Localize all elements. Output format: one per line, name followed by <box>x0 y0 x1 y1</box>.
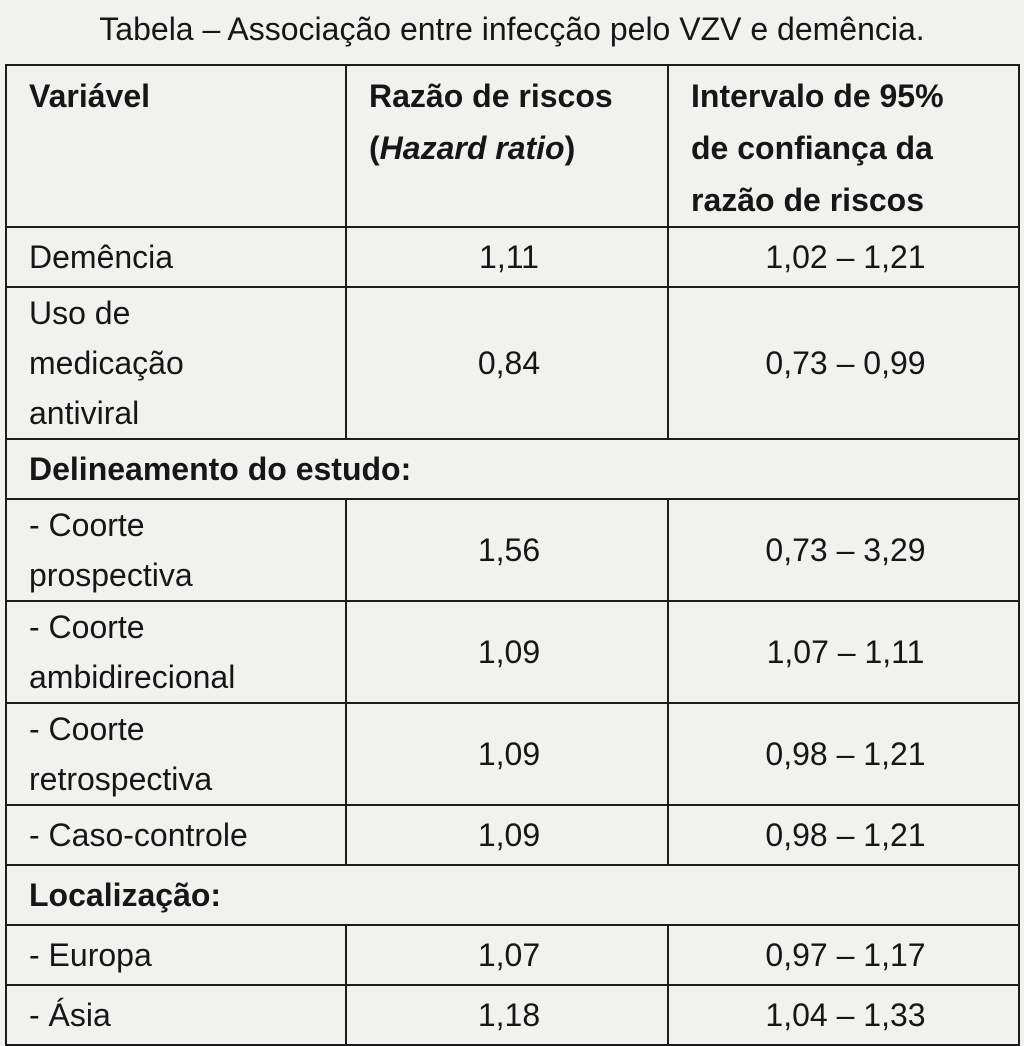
row-variable-line: medicação <box>29 345 184 381</box>
association-table: Variável Razão de riscos (Hazard ratio) … <box>5 64 1020 1046</box>
row-hazard-ratio: 1,09 <box>345 702 669 806</box>
row-variable-line: retrospectiva <box>29 761 213 797</box>
row-confidence-interval: 0,73 – 3,29 <box>667 498 1020 602</box>
row-confidence-interval: 0,73 – 0,99 <box>667 286 1020 440</box>
row-confidence-interval: 0,98 – 1,21 <box>667 702 1020 806</box>
row-variable: Demência <box>5 226 347 288</box>
row-variable-line: ambidirecional <box>29 659 236 695</box>
row-hazard-ratio: 1,09 <box>345 804 669 866</box>
header-row: Variável Razão de riscos (Hazard ratio) … <box>5 64 1020 228</box>
table-row: - Europa 1,07 0,97 – 1,17 <box>5 924 1020 986</box>
row-variable-line: - Coorte <box>29 711 145 747</box>
row-variable: - Coorte retrospectiva <box>5 702 347 806</box>
row-variable-line: prospectiva <box>29 557 193 593</box>
header-ci-line2: de confiança da <box>691 130 933 166</box>
row-confidence-interval: 1,04 – 1,33 <box>667 984 1020 1046</box>
row-hazard-ratio: 1,09 <box>345 600 669 704</box>
header-variable: Variável <box>5 64 347 228</box>
header-hr-open: ( <box>369 130 380 166</box>
row-hazard-ratio: 0,84 <box>345 286 669 440</box>
row-variable: - Ásia <box>5 984 347 1046</box>
section-label: Delineamento do estudo: <box>5 438 1020 500</box>
row-confidence-interval: 0,97 – 1,17 <box>667 924 1020 986</box>
row-variable-line: Uso de <box>29 295 131 331</box>
row-variable: - Caso-controle <box>5 804 347 866</box>
table-row: Uso de medicação antiviral 0,84 0,73 – 0… <box>5 286 1020 440</box>
row-confidence-interval: 1,02 – 1,21 <box>667 226 1020 288</box>
header-hazard-ratio: Razão de riscos (Hazard ratio) <box>345 64 669 228</box>
row-hazard-ratio: 1,11 <box>345 226 669 288</box>
header-hr-italic: Hazard ratio <box>379 130 565 166</box>
table-row: - Coorte ambidirecional 1,09 1,07 – 1,11 <box>5 600 1020 704</box>
table-title: Tabela – Associação entre infecção pelo … <box>99 11 925 47</box>
row-hazard-ratio: 1,56 <box>345 498 669 602</box>
table-row: - Coorte retrospectiva 1,09 0,98 – 1,21 <box>5 702 1020 806</box>
header-ci-line1: Intervalo de 95% <box>691 78 944 114</box>
row-confidence-interval: 0,98 – 1,21 <box>667 804 1020 866</box>
row-variable: - Coorte prospectiva <box>5 498 347 602</box>
table-row: - Coorte prospectiva 1,56 0,73 – 3,29 <box>5 498 1020 602</box>
table-row: - Ásia 1,18 1,04 – 1,33 <box>5 984 1020 1046</box>
section-label: Localização: <box>5 864 1020 926</box>
row-confidence-interval: 1,07 – 1,11 <box>667 600 1020 704</box>
table-row: - Caso-controle 1,09 0,98 – 1,21 <box>5 804 1020 866</box>
table-row: Demência 1,11 1,02 – 1,21 <box>5 226 1020 288</box>
row-variable-line: antiviral <box>29 395 140 431</box>
header-ci-line3: razão de riscos <box>691 182 924 218</box>
header-hr-line1: Razão de riscos <box>369 78 613 114</box>
row-hazard-ratio: 1,18 <box>345 984 669 1046</box>
header-confidence-interval: Intervalo de 95% de confiança da razão d… <box>667 64 1020 228</box>
row-variable-line: - Coorte <box>29 507 145 543</box>
row-variable: - Coorte ambidirecional <box>5 600 347 704</box>
row-variable: Uso de medicação antiviral <box>5 286 347 440</box>
section-row: Delineamento do estudo: <box>5 438 1020 500</box>
section-row: Localização: <box>5 864 1020 926</box>
row-variable: - Europa <box>5 924 347 986</box>
header-hr-close: ) <box>564 130 576 166</box>
row-hazard-ratio: 1,07 <box>345 924 669 986</box>
row-variable-line: - Coorte <box>29 609 145 645</box>
